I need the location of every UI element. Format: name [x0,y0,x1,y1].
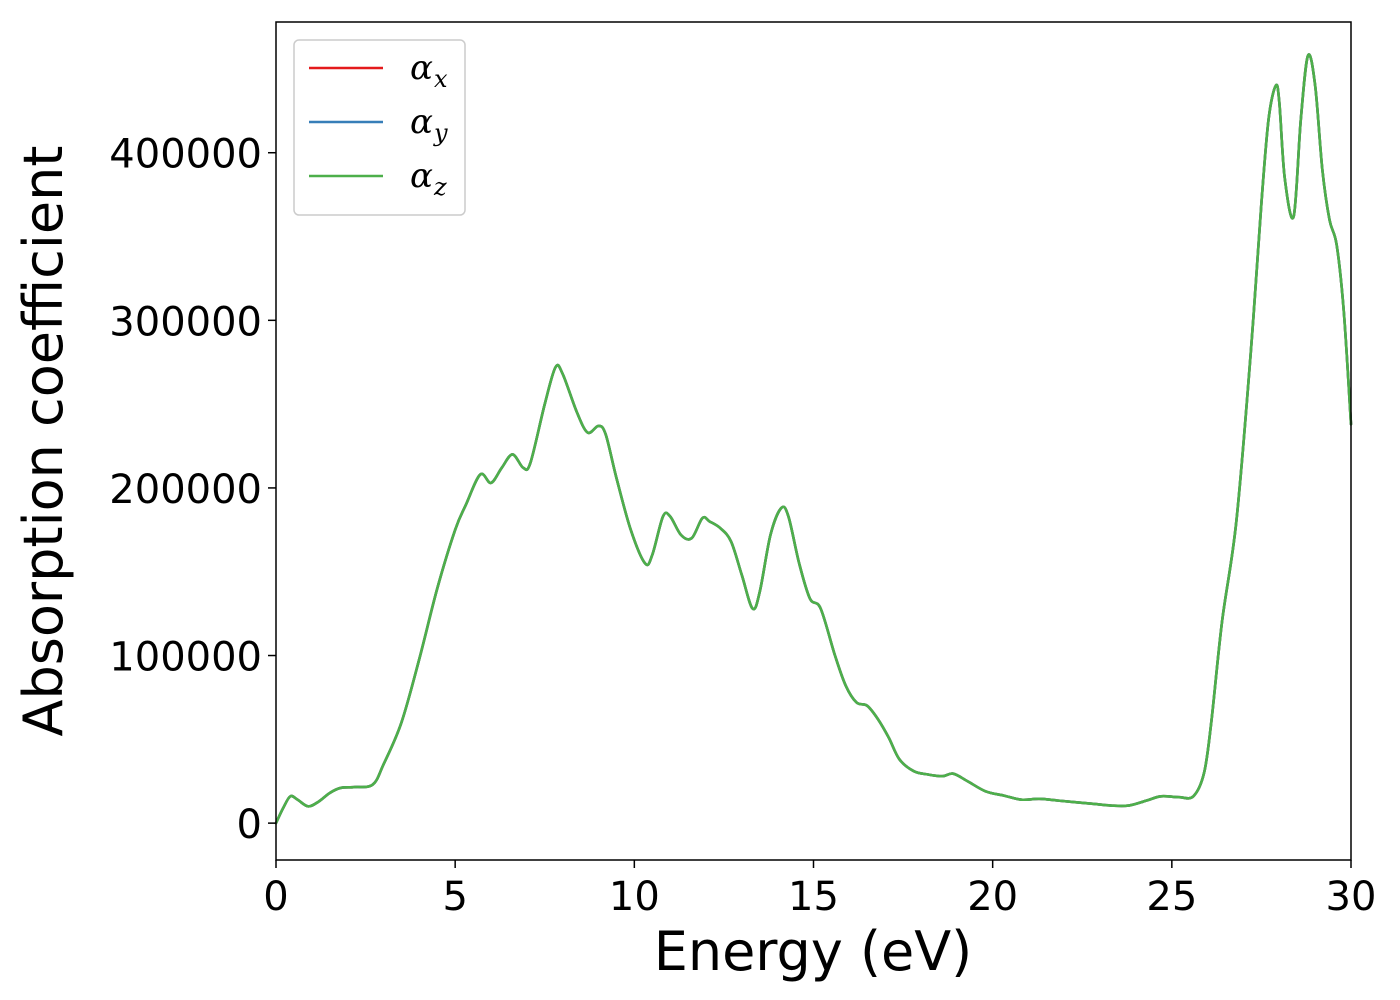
y-tick-label: 100000 [109,635,262,681]
y-axis-label: Absorption coefficient [12,146,75,737]
x-tick-label: 10 [609,874,660,920]
series-line-z [274,53,1353,825]
x-axis-label: Energy (eV) [654,920,973,983]
series-layer [274,53,1353,825]
x-tick-label: 20 [967,874,1018,920]
x-tick-label: 0 [263,874,288,920]
y-tick-label: 300000 [109,299,262,345]
y-axis-ticks: 0 100000 200000 300000 400000 [109,132,276,848]
x-tick-label: 30 [1326,874,1377,920]
x-tick-label: 25 [1146,874,1197,920]
x-axis-ticks: 0 5 10 15 20 25 30 [263,860,1376,920]
x-tick-label: 15 [788,874,839,920]
legend-box [293,39,466,216]
y-tick-label: 0 [237,802,262,848]
y-tick-label: 200000 [109,467,262,513]
y-tick-label: 400000 [109,132,262,178]
x-tick-label: 5 [442,874,467,920]
